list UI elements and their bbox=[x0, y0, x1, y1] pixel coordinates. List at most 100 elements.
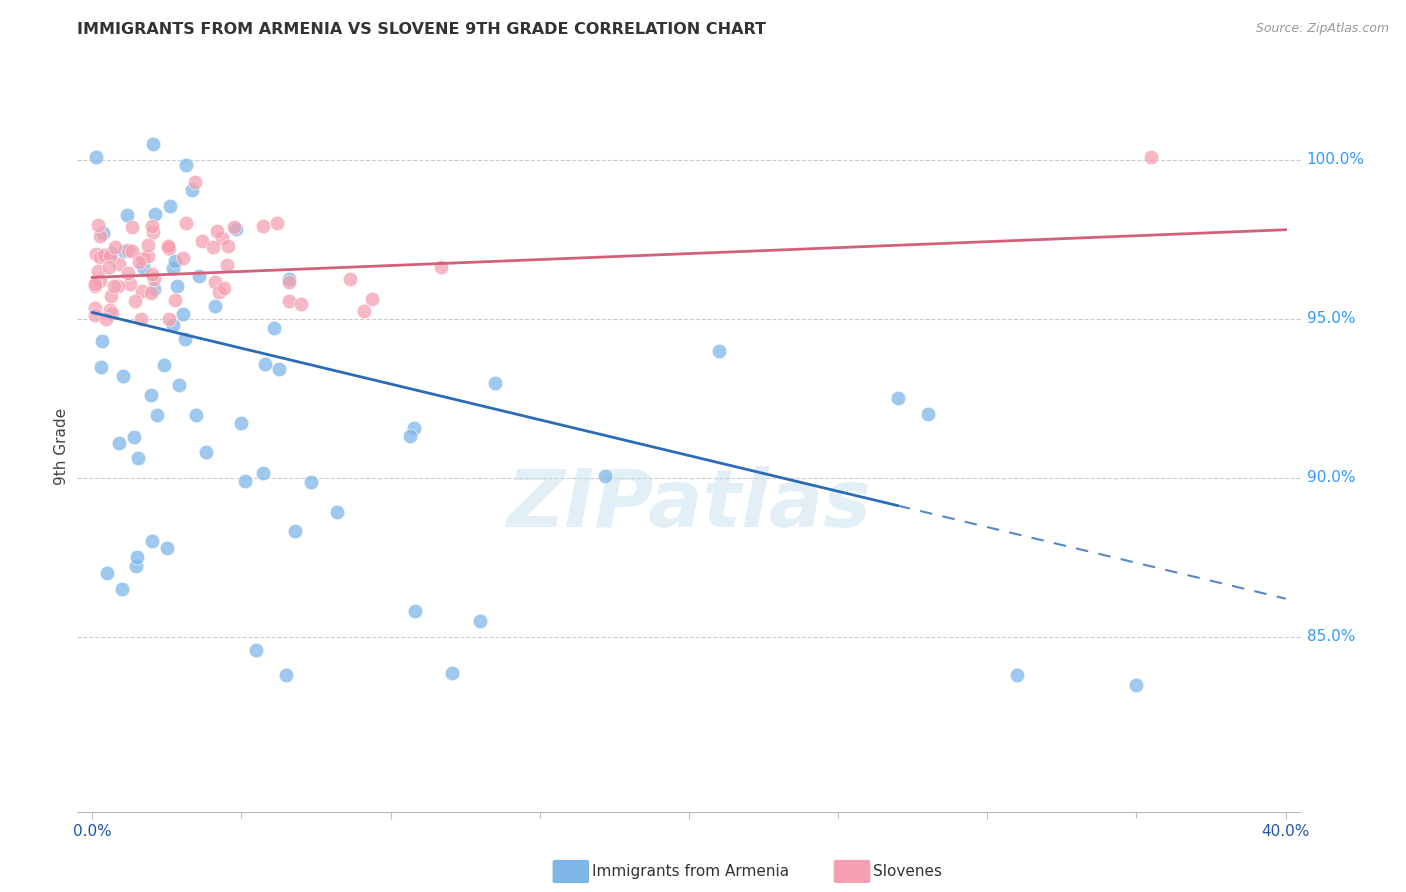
Point bbox=[152, 358, 174, 372]
Point bbox=[162, 318, 184, 333]
Text: Source: ZipAtlas.com: Source: ZipAtlas.com bbox=[1256, 22, 1389, 36]
Point bbox=[162, 260, 184, 275]
Point bbox=[89, 275, 111, 289]
Point bbox=[204, 275, 226, 289]
Point bbox=[204, 299, 226, 313]
Point bbox=[195, 445, 218, 459]
Point bbox=[156, 239, 179, 253]
Point bbox=[89, 229, 111, 244]
Point bbox=[111, 368, 134, 383]
Point bbox=[159, 311, 181, 326]
Point bbox=[360, 292, 382, 306]
Text: Slovenes: Slovenes bbox=[873, 864, 942, 879]
Point bbox=[707, 343, 730, 358]
Point bbox=[136, 238, 159, 252]
Point bbox=[1140, 150, 1163, 164]
Point bbox=[145, 408, 167, 422]
Point bbox=[121, 244, 143, 259]
Point bbox=[917, 407, 939, 421]
Point bbox=[125, 550, 148, 565]
Text: IMMIGRANTS FROM ARMENIA VS SLOVENE 9TH GRADE CORRELATION CHART: IMMIGRANTS FROM ARMENIA VS SLOVENE 9TH G… bbox=[77, 22, 766, 37]
Point bbox=[114, 244, 136, 259]
Point bbox=[174, 158, 197, 172]
Point bbox=[108, 435, 131, 450]
Point bbox=[117, 243, 139, 257]
Point bbox=[139, 387, 162, 401]
Point bbox=[252, 219, 274, 234]
Point bbox=[84, 309, 107, 323]
Point bbox=[224, 220, 246, 235]
Point bbox=[225, 222, 247, 236]
Point bbox=[118, 277, 141, 291]
Point bbox=[142, 136, 165, 151]
Point bbox=[117, 208, 139, 222]
Point bbox=[229, 416, 252, 430]
Point bbox=[90, 359, 112, 374]
Point bbox=[98, 302, 121, 317]
FancyBboxPatch shape bbox=[1391, 96, 1406, 198]
Point bbox=[98, 260, 121, 275]
Point bbox=[887, 392, 910, 406]
Point bbox=[117, 266, 139, 280]
Point bbox=[84, 301, 107, 316]
Point bbox=[107, 279, 129, 293]
Point bbox=[263, 321, 285, 335]
Point bbox=[266, 216, 288, 230]
Y-axis label: 9th Grade: 9th Grade bbox=[53, 408, 69, 484]
Point bbox=[429, 260, 451, 274]
Point bbox=[174, 332, 197, 346]
Point bbox=[1125, 677, 1147, 691]
Point bbox=[484, 376, 506, 391]
Point bbox=[143, 207, 166, 221]
Point bbox=[103, 279, 125, 293]
Point bbox=[284, 524, 307, 538]
Point bbox=[132, 251, 155, 265]
Point bbox=[166, 279, 188, 293]
Point bbox=[128, 255, 150, 269]
Point bbox=[141, 534, 163, 549]
Point bbox=[276, 668, 298, 682]
Point bbox=[353, 303, 375, 318]
Point bbox=[91, 334, 114, 348]
Point bbox=[217, 239, 239, 253]
Point bbox=[215, 258, 238, 272]
Point bbox=[129, 311, 152, 326]
Point bbox=[121, 219, 143, 234]
Point bbox=[127, 450, 149, 465]
Point bbox=[180, 183, 202, 197]
Point bbox=[290, 296, 312, 310]
Point bbox=[191, 234, 214, 248]
Point bbox=[253, 357, 276, 371]
Point bbox=[267, 362, 290, 376]
Point bbox=[207, 225, 229, 239]
Point bbox=[131, 285, 153, 299]
Point bbox=[94, 311, 117, 326]
Point bbox=[122, 430, 145, 444]
Text: Immigrants from Armenia: Immigrants from Armenia bbox=[592, 864, 789, 879]
Text: 100.0%: 100.0% bbox=[1306, 153, 1365, 168]
Point bbox=[245, 642, 267, 657]
Text: 95.0%: 95.0% bbox=[1306, 311, 1355, 326]
Point bbox=[165, 293, 187, 307]
Point bbox=[299, 475, 322, 490]
Point bbox=[132, 260, 155, 274]
Point bbox=[157, 241, 180, 255]
Point bbox=[212, 280, 235, 294]
Point bbox=[100, 289, 122, 303]
Point bbox=[107, 257, 129, 271]
Point bbox=[339, 271, 361, 285]
Point bbox=[104, 240, 127, 254]
Point bbox=[174, 216, 197, 230]
Point bbox=[124, 293, 146, 308]
Point bbox=[143, 282, 166, 296]
Point bbox=[201, 240, 224, 254]
Point bbox=[163, 254, 186, 268]
Point bbox=[278, 275, 301, 289]
Point bbox=[87, 264, 110, 278]
Point bbox=[101, 306, 124, 320]
Point bbox=[233, 474, 256, 488]
Point bbox=[440, 665, 463, 680]
Point bbox=[89, 250, 111, 264]
Point bbox=[277, 271, 299, 285]
Point bbox=[141, 225, 163, 239]
